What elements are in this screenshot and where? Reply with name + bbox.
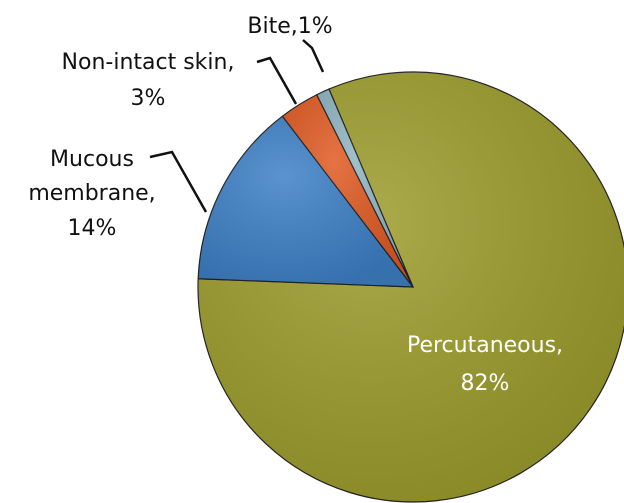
slice-label: Percutaneous, <box>407 333 563 358</box>
leader-line <box>149 150 208 213</box>
slice-label: 14% <box>68 216 117 241</box>
slice-shade <box>282 94 413 287</box>
slice-shade <box>316 89 413 287</box>
slice-label: membrane, <box>28 181 155 206</box>
slice-label: 82% <box>461 371 510 396</box>
leader-line <box>302 39 325 73</box>
slice-label: Bite,1% <box>247 14 332 39</box>
leader-line <box>256 56 298 105</box>
slice-label: Non-intact skin, <box>62 50 235 75</box>
slice-label: 3% <box>131 86 166 111</box>
slice-shade <box>198 116 413 287</box>
slice-label: Mucous <box>50 147 134 172</box>
